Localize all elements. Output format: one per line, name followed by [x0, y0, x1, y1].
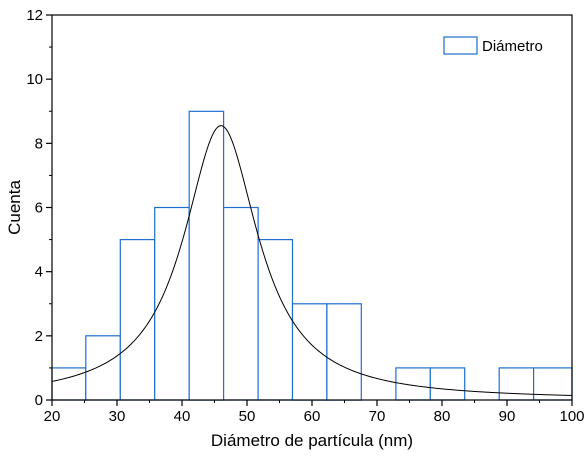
- x-tick-label: 20: [44, 408, 61, 425]
- y-tick-label: 12: [26, 7, 43, 24]
- legend-swatch: [443, 36, 478, 55]
- x-tick-label: 60: [304, 408, 321, 425]
- x-tick-label: 50: [239, 408, 256, 425]
- x-tick-label: 80: [434, 408, 451, 425]
- x-axis-label: Diámetro de partícula (nm): [211, 431, 413, 450]
- fit-curve-layer: [51, 125, 573, 396]
- x-tick-label: 30: [109, 408, 126, 425]
- fit-curve-line: [51, 125, 573, 396]
- x-tick-label: 100: [559, 408, 584, 425]
- histogram-bar: [326, 303, 362, 401]
- histogram-bar: [291, 303, 328, 401]
- y-tick-label: 6: [35, 200, 43, 217]
- histogram-bar: [498, 367, 535, 401]
- histogram-bar: [119, 239, 156, 401]
- bars-layer: [51, 110, 573, 401]
- y-tick-label: 4: [35, 264, 43, 281]
- histogram-bar: [257, 239, 294, 401]
- legend: Diámetro: [443, 36, 543, 55]
- legend-label: Diámetro: [482, 38, 543, 55]
- histogram-bar: [51, 367, 87, 401]
- y-tick-label: 10: [26, 71, 43, 88]
- x-tick-label: 90: [499, 408, 516, 425]
- histogram-bar: [85, 335, 121, 401]
- x-tick-label: 40: [174, 408, 191, 425]
- histogram-bar: [223, 206, 259, 401]
- y-axis-label: Cuenta: [5, 180, 24, 235]
- y-tick-label: 2: [35, 328, 43, 345]
- ticks-layer: 20 30 40 50 60 70 80 90 100 0 2 4 6 8 10 12: [26, 7, 584, 425]
- y-tick-label: 8: [35, 135, 43, 152]
- histogram-bar: [154, 206, 190, 401]
- histogram-bar: [188, 110, 225, 401]
- histogram-bar: [429, 367, 466, 401]
- y-tick-label: 0: [35, 392, 43, 409]
- x-tick-label: 70: [369, 408, 386, 425]
